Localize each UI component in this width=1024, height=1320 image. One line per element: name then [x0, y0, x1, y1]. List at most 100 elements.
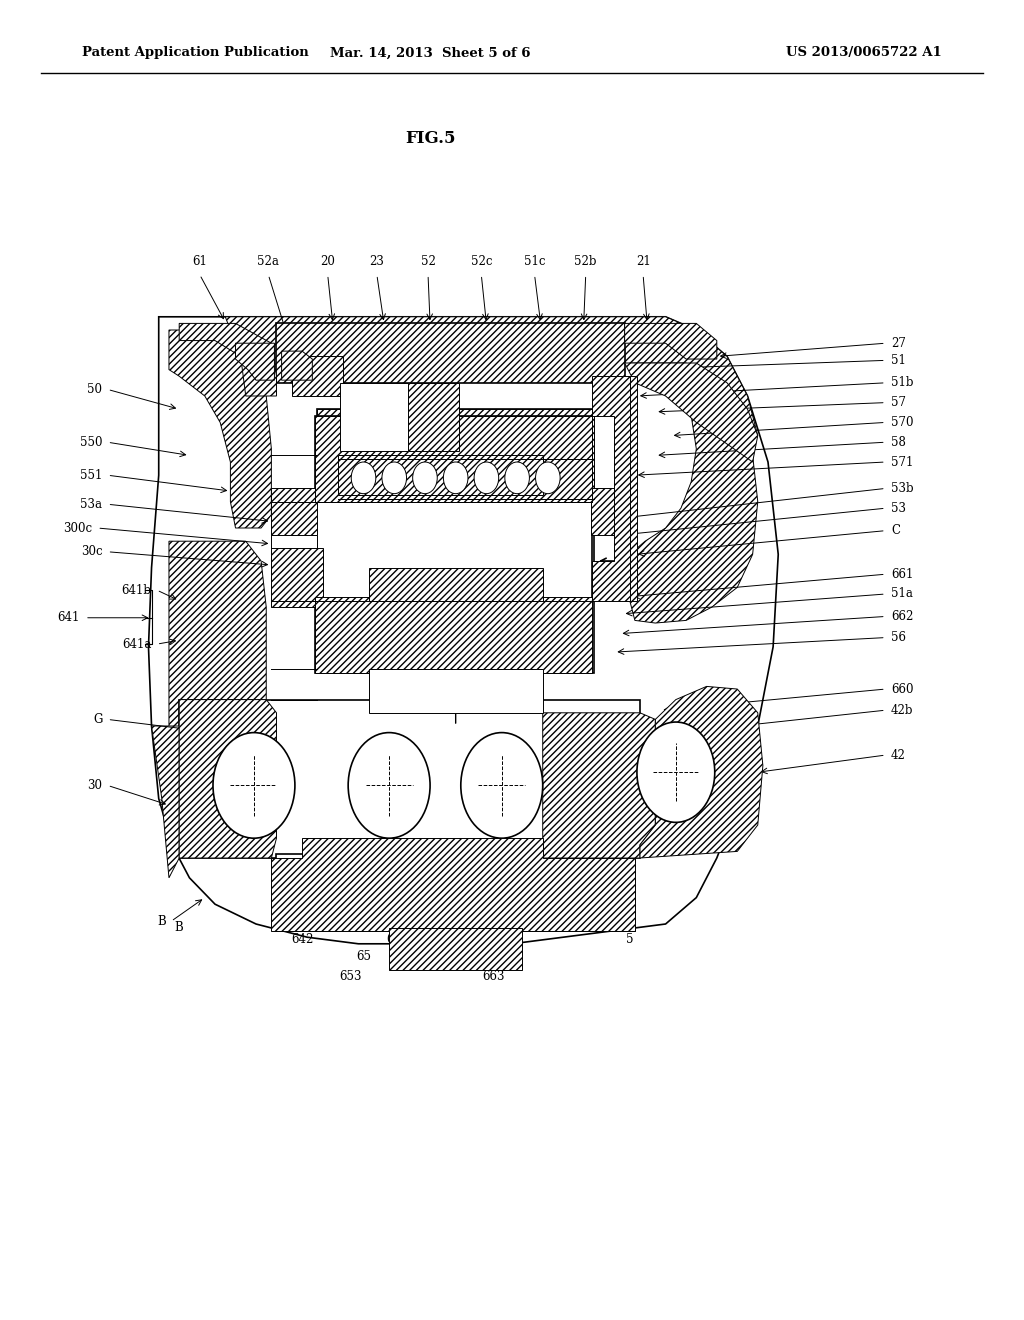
- Text: B: B: [175, 921, 183, 935]
- Text: 50c: 50c: [353, 418, 371, 426]
- Polygon shape: [640, 686, 763, 858]
- Text: 650: 650: [386, 933, 409, 946]
- Text: 23: 23: [370, 255, 384, 268]
- Text: 551: 551: [80, 469, 102, 482]
- Circle shape: [637, 722, 715, 822]
- Polygon shape: [225, 317, 758, 436]
- Text: Patent Application Publication: Patent Application Publication: [82, 46, 308, 59]
- Polygon shape: [625, 323, 717, 359]
- Bar: [276, 854, 635, 931]
- Text: 641b: 641b: [122, 583, 152, 597]
- Text: 52a: 52a: [257, 255, 280, 268]
- Circle shape: [474, 462, 499, 494]
- Polygon shape: [543, 713, 655, 858]
- Text: 570: 570: [891, 416, 913, 429]
- Text: 660: 660: [891, 682, 913, 696]
- Text: 571: 571: [891, 455, 913, 469]
- Bar: [179, 700, 640, 858]
- Polygon shape: [592, 376, 630, 601]
- Text: 52: 52: [421, 255, 435, 268]
- Bar: [315, 416, 592, 502]
- Text: 52b: 52b: [574, 255, 597, 268]
- Bar: [369, 669, 543, 713]
- Text: 53a: 53a: [81, 498, 102, 511]
- Bar: [338, 455, 543, 495]
- Text: 300c: 300c: [63, 521, 92, 535]
- Polygon shape: [169, 541, 266, 781]
- Text: 42b: 42b: [891, 704, 913, 717]
- Circle shape: [382, 462, 407, 494]
- Text: B: B: [157, 915, 166, 928]
- Text: 52c: 52c: [471, 255, 492, 268]
- Text: 653: 653: [339, 970, 361, 983]
- Text: 58: 58: [891, 436, 906, 449]
- Text: 42: 42: [891, 748, 906, 762]
- Text: 21: 21: [636, 255, 650, 268]
- Circle shape: [461, 733, 543, 838]
- Bar: [408, 383, 459, 451]
- Text: 651: 651: [431, 933, 454, 946]
- Text: 51c: 51c: [524, 255, 545, 268]
- Text: 55: 55: [428, 418, 440, 426]
- Polygon shape: [625, 363, 758, 462]
- Text: C: C: [891, 524, 900, 537]
- Bar: [317, 409, 594, 673]
- Bar: [276, 323, 625, 383]
- Polygon shape: [152, 726, 179, 878]
- Text: 652: 652: [403, 953, 426, 966]
- Circle shape: [443, 462, 468, 494]
- Polygon shape: [179, 323, 276, 396]
- Bar: [389, 928, 522, 970]
- Text: 51a: 51a: [891, 587, 912, 601]
- Text: 5: 5: [626, 933, 634, 946]
- Bar: [271, 488, 317, 535]
- Bar: [591, 488, 627, 535]
- Polygon shape: [179, 700, 276, 858]
- Text: 30c: 30c: [81, 545, 102, 558]
- Bar: [340, 383, 417, 451]
- Text: 663: 663: [482, 970, 505, 983]
- Text: 642: 642: [291, 933, 313, 946]
- Text: 51b: 51b: [891, 376, 913, 389]
- Text: 661: 661: [891, 568, 913, 581]
- Text: 57: 57: [891, 396, 906, 409]
- Bar: [271, 535, 317, 581]
- Text: 53: 53: [891, 502, 906, 515]
- Circle shape: [213, 733, 295, 838]
- Text: 641: 641: [57, 611, 80, 624]
- Polygon shape: [282, 351, 312, 380]
- Text: 27: 27: [891, 337, 906, 350]
- Circle shape: [348, 733, 430, 838]
- Polygon shape: [271, 838, 635, 931]
- Text: G: G: [93, 713, 102, 726]
- Bar: [625, 376, 637, 601]
- Circle shape: [351, 462, 376, 494]
- Circle shape: [536, 462, 560, 494]
- Text: 662: 662: [891, 610, 913, 623]
- Text: 61: 61: [193, 255, 207, 268]
- Text: 65: 65: [356, 950, 371, 964]
- Text: 30: 30: [87, 779, 102, 792]
- Text: Mar. 14, 2013  Sheet 5 of 6: Mar. 14, 2013 Sheet 5 of 6: [330, 46, 530, 59]
- Circle shape: [413, 462, 437, 494]
- Text: 550: 550: [80, 436, 102, 449]
- Text: 53b: 53b: [891, 482, 913, 495]
- Text: 50: 50: [87, 383, 102, 396]
- Polygon shape: [236, 343, 274, 380]
- Text: 51: 51: [891, 354, 906, 367]
- Text: 56: 56: [891, 631, 906, 644]
- Text: FIG.5: FIG.5: [404, 131, 456, 147]
- Polygon shape: [148, 317, 778, 944]
- Polygon shape: [169, 330, 271, 528]
- Bar: [271, 548, 323, 607]
- Text: 66: 66: [500, 950, 514, 964]
- Text: 20: 20: [321, 255, 335, 268]
- Text: 641a: 641a: [122, 638, 152, 651]
- Bar: [315, 597, 592, 673]
- Polygon shape: [630, 363, 758, 623]
- Circle shape: [505, 462, 529, 494]
- Bar: [317, 409, 594, 502]
- Bar: [292, 356, 343, 396]
- Bar: [315, 416, 592, 673]
- Text: US 2013/0065722 A1: US 2013/0065722 A1: [786, 46, 942, 59]
